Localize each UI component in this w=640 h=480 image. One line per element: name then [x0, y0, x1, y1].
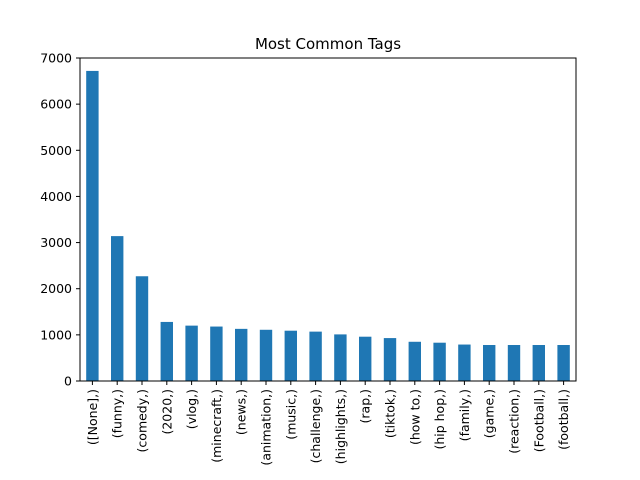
x-tick-label: (tiktok,)	[383, 389, 398, 438]
y-tick-label: 4000	[40, 189, 72, 204]
bar	[408, 341, 421, 381]
x-tick-label: (rap,)	[358, 389, 373, 423]
bar	[557, 345, 570, 381]
bar	[532, 345, 545, 381]
bar	[210, 326, 223, 381]
bar	[458, 344, 471, 381]
x-tick-label: (2020,)	[159, 389, 174, 435]
x-tick-label: (highlights,)	[333, 389, 348, 464]
bar	[284, 330, 297, 381]
x-tick-label: (animation,)	[259, 389, 274, 466]
x-tick-label: (music,)	[283, 389, 298, 440]
x-tick-label: (game,)	[482, 389, 497, 438]
bar	[383, 338, 397, 381]
bar	[309, 331, 322, 381]
x-tick-label: (how to,)	[407, 389, 422, 445]
bar	[185, 325, 198, 381]
bar	[86, 70, 99, 382]
bar	[334, 334, 347, 381]
x-tick-label: (comedy,)	[135, 389, 150, 452]
x-tick-label: (football,)	[556, 389, 571, 450]
bar	[235, 328, 248, 381]
bars-group	[86, 70, 570, 382]
x-tick-label: (challenge,)	[308, 389, 323, 463]
bar	[359, 336, 372, 381]
x-axis: ([None],) (funny,) (comedy,) (2020,) (vlog,)…	[85, 381, 571, 466]
x-tick-label: (reaction,)	[507, 389, 522, 454]
x-tick-label: (Football,)	[531, 389, 546, 452]
bar	[160, 321, 173, 381]
x-tick-label: (minecraft,)	[209, 389, 224, 463]
y-tick-label: 2000	[40, 281, 72, 296]
y-tick-label: 5000	[40, 143, 72, 158]
y-tick-label: 1000	[40, 327, 72, 342]
bar	[135, 276, 149, 381]
y-tick-label: 0	[64, 374, 72, 389]
y-tick-label: 7000	[40, 51, 72, 66]
x-tick-label: (vlog,)	[184, 389, 199, 429]
plot-frame	[79, 57, 577, 382]
x-tick-label: (hip hop,)	[432, 389, 447, 450]
chart-title: Most Common Tags	[255, 35, 401, 53]
y-tick-label: 3000	[40, 235, 72, 250]
y-tick-label: 6000	[40, 97, 72, 112]
bar	[433, 342, 446, 381]
y-axis: 0 1000 2000 3000 4000 5000 6000 7000	[40, 51, 80, 389]
bar	[483, 345, 496, 381]
x-tick-label: (family,)	[457, 389, 472, 441]
bar	[507, 345, 521, 381]
x-tick-label: ([None],)	[85, 389, 100, 445]
x-tick-label: (news,)	[234, 389, 249, 435]
bar	[259, 329, 273, 381]
x-tick-label: (funny,)	[110, 389, 125, 438]
bar	[111, 236, 124, 381]
